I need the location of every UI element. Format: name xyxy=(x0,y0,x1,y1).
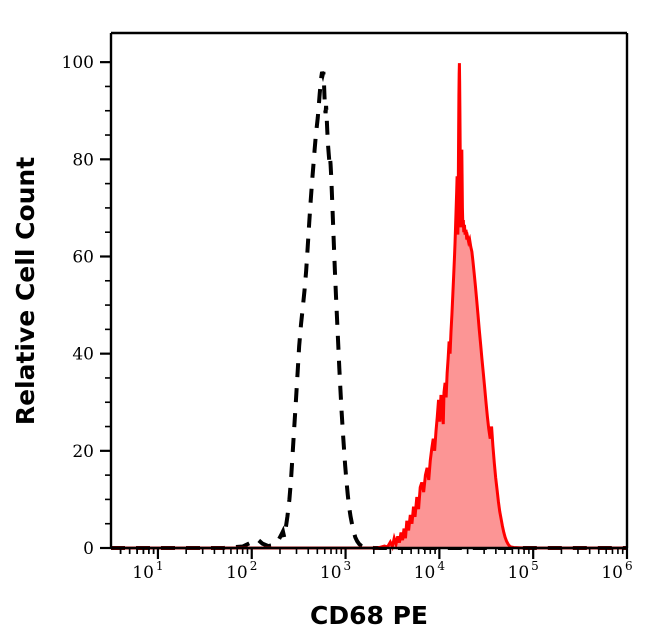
axis-tick-layer xyxy=(100,61,629,559)
data-series-layer xyxy=(111,63,627,552)
x-tick-exponent: 4 xyxy=(437,559,445,573)
plot-background xyxy=(111,33,627,548)
series-line-isotype-control xyxy=(111,71,627,550)
x-tick-exponent: 6 xyxy=(625,559,633,573)
x-tick-label: 10 6 xyxy=(601,559,632,583)
y-tick-label: 60 xyxy=(72,247,94,267)
x-tick-exponent: 1 xyxy=(156,559,164,573)
x-tick-mantissa: 10 xyxy=(508,563,530,583)
x-tick-exponent: 5 xyxy=(531,559,539,573)
y-tick-label: 0 xyxy=(83,539,94,559)
x-tick-mantissa: 10 xyxy=(132,563,154,583)
series-line-cd68-pe-stained xyxy=(111,63,627,552)
y-tick-label: 20 xyxy=(72,442,94,462)
y-tick-label: 100 xyxy=(62,53,94,73)
x-tick-mantissa: 10 xyxy=(226,563,248,583)
y-axis-title: Relative Cell Count xyxy=(11,157,40,425)
x-tick-mantissa: 10 xyxy=(601,563,623,583)
x-tick-mantissa: 10 xyxy=(414,563,436,583)
x-tick-label: 10 1 xyxy=(132,559,163,583)
x-tick-label: 10 3 xyxy=(320,559,351,583)
y-tick-label: 80 xyxy=(72,150,94,170)
y-tick-label: 40 xyxy=(72,345,94,365)
x-tick-label: 10 4 xyxy=(414,559,446,583)
x-axis-title: CD68 PE xyxy=(310,601,428,630)
x-tick-label: 10 5 xyxy=(508,559,539,583)
x-tick-label: 10 2 xyxy=(226,559,257,583)
x-tick-exponent: 3 xyxy=(344,559,352,573)
axis-frame xyxy=(109,31,629,550)
x-tick-mantissa: 10 xyxy=(320,563,342,583)
x-tick-exponent: 2 xyxy=(250,559,258,573)
